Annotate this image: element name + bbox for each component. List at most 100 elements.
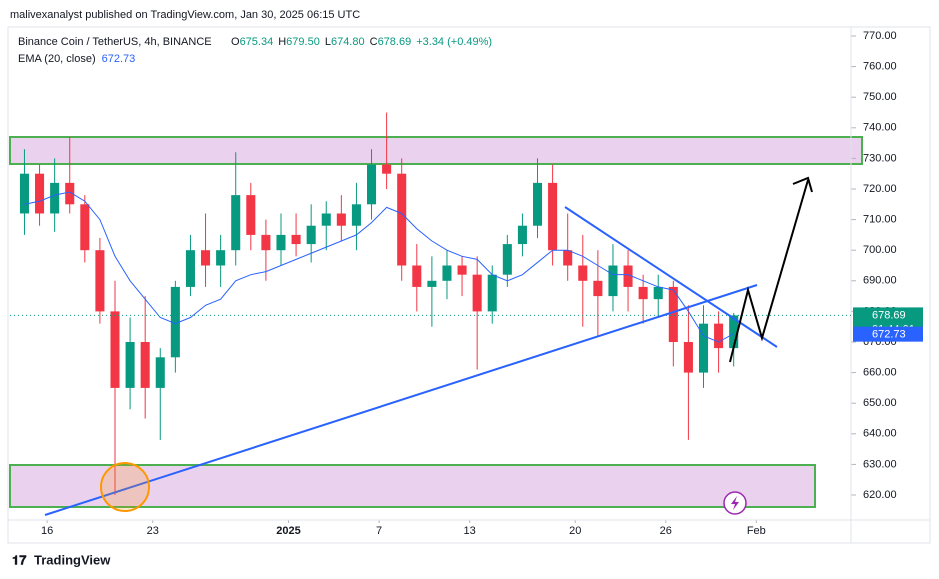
candle-body [623, 265, 633, 287]
trendline [564, 206, 778, 348]
x-tick-label: 26 [660, 525, 672, 537]
candle-body [246, 195, 256, 235]
x-tick-label: 20 [569, 525, 581, 537]
candle-body [442, 265, 452, 281]
ema-name: EMA (20, close) [18, 53, 96, 65]
ohlc-change: +3.34 (+0.49%) [416, 36, 492, 48]
ema-label: 672.73 [872, 329, 906, 341]
x-tick-label: 2025 [276, 525, 300, 537]
candle-body [532, 182, 543, 226]
candle-body [201, 250, 211, 266]
ema-line [24, 191, 734, 343]
candle-body [125, 342, 135, 388]
y-tick-label: 730.00 [863, 152, 897, 164]
candle-body [427, 280, 437, 287]
candle-body [261, 234, 271, 251]
candle-body [95, 250, 105, 312]
candle-body [548, 182, 558, 251]
x-tick-label: Feb [747, 525, 766, 537]
candle-body [412, 265, 422, 287]
y-tick-label: 700.00 [863, 244, 897, 256]
event-bolt [731, 496, 739, 510]
candle-body [65, 182, 75, 205]
y-tick-label: 760.00 [863, 61, 897, 73]
chart-frame [7, 26, 931, 544]
candle-body [351, 204, 361, 226]
candle-body [155, 357, 165, 388]
candle-body [306, 225, 316, 245]
candle-body [110, 311, 120, 388]
candle-body [608, 265, 618, 297]
y-tick-label: 720.00 [863, 183, 897, 195]
ohlc-key: H [278, 36, 286, 48]
candle-body [563, 250, 573, 266]
candle-body [683, 342, 693, 373]
y-tick-label: 770.00 [863, 30, 897, 42]
candle-body [729, 315, 739, 349]
candle-body [170, 286, 180, 358]
ohlc-value: 678.69 [378, 36, 412, 48]
highlight-circle [100, 462, 150, 512]
candle-body [336, 213, 346, 226]
footer: TradingView [34, 552, 111, 567]
price-label: 678.69 [872, 309, 906, 321]
candle-body [80, 204, 90, 251]
y-tick-label: 650.00 [863, 397, 897, 409]
candle-body [276, 234, 286, 251]
candle-body [487, 274, 497, 312]
candle-body [653, 286, 663, 300]
candle-body [668, 286, 678, 342]
candle-body [216, 250, 226, 266]
y-tick-label: 640.00 [863, 428, 897, 440]
candle-body [502, 244, 512, 275]
candle-body [19, 173, 29, 214]
trendline [44, 284, 758, 516]
y-tick-label: 630.00 [863, 458, 897, 470]
x-tick-label: 13 [463, 525, 475, 537]
legend-ema: EMA (20, close) 672.73 [18, 53, 135, 65]
ohlc-value: 679.50 [286, 36, 320, 48]
ohlc-value: 674.80 [331, 36, 365, 48]
candle-body [291, 234, 301, 245]
ema-label-bg [853, 326, 923, 342]
y-tick-label: 620.00 [863, 489, 897, 501]
candle-body [457, 265, 467, 275]
y-tick-label: 660.00 [863, 367, 897, 379]
candle-body [397, 173, 407, 266]
candle-body [472, 274, 482, 312]
x-tick-label: 16 [41, 525, 53, 537]
candle-body [638, 286, 648, 300]
candle-body [140, 342, 150, 388]
candle-body [698, 323, 709, 373]
legend-symbol: Binance Coin / TetherUS, 4h, BINANCE [18, 36, 212, 48]
candle-body [714, 323, 724, 349]
footer-logo: 𝟏𝟕 [12, 552, 27, 567]
arrow-head [792, 176, 813, 193]
candle-body [517, 225, 527, 245]
x-tick-label: 7 [376, 525, 382, 537]
candle-body [50, 182, 60, 214]
ohlc-key: L [325, 36, 331, 48]
projection-path [729, 179, 809, 363]
ohlc-key: C [370, 36, 378, 48]
candle-body [367, 164, 377, 205]
header: malivexanalyst published on TradingView.… [10, 9, 360, 21]
candle-body [185, 250, 195, 287]
candle-body [593, 280, 603, 297]
candle-body [231, 195, 241, 251]
ohlc-value: 675.34 [240, 36, 274, 48]
ohlc-key: O [231, 36, 240, 48]
candle-body [321, 213, 331, 226]
x-tick-label: 23 [147, 525, 159, 537]
resistance-zone [9, 136, 863, 165]
y-tick-label: 750.00 [863, 91, 897, 103]
y-tick-label: 740.00 [863, 122, 897, 134]
y-tick-label: 710.00 [863, 214, 897, 226]
ema-value: 672.73 [102, 53, 136, 65]
candle-body [578, 265, 588, 281]
candle-body [35, 173, 45, 214]
y-tick-label: 690.00 [863, 275, 897, 287]
candle-body [382, 164, 392, 174]
legend-ohlc: O675.34 H679.50 L674.80 C678.69 +3.34 (+0.49… [231, 36, 492, 48]
